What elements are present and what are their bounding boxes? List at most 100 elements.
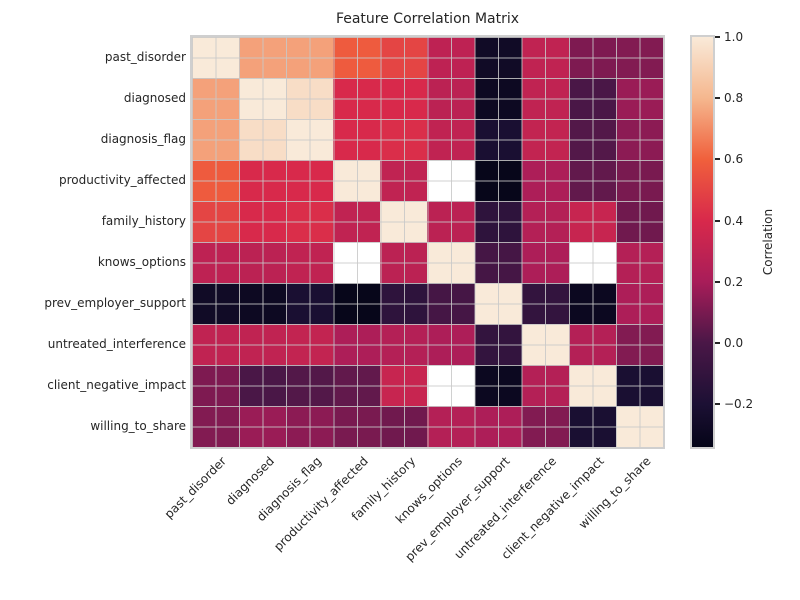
colorbar-tick-mark [715,36,720,38]
heatmap-cell [568,160,616,201]
heatmap-cell [615,324,663,365]
heatmap-cell [192,160,240,201]
heatmap-cell [568,37,616,78]
heatmap-cell [239,406,287,447]
heatmap-cell [568,406,616,447]
heatmap-cell [239,242,287,283]
heatmap-cell [286,242,334,283]
heatmap-cell [192,119,240,160]
chart-title: Feature Correlation Matrix [335,11,520,27]
heatmap-cell [521,406,569,447]
heatmap-cell [615,283,663,324]
colorbar-label: Correlation [761,208,775,276]
heatmap-cell [333,365,381,406]
heatmap-cell [380,160,428,201]
heatmap-cell [239,119,287,160]
heatmap-cell [380,324,428,365]
colorbar [690,35,715,449]
colorbar-tick-label: −0.2 [724,397,754,412]
heatmap-cell [192,242,240,283]
heatmap-cell [286,37,334,78]
y-tick-label: family_history [101,213,186,228]
heatmap-cell [286,283,334,324]
heatmap-cell [380,201,428,242]
heatmap-cell [380,406,428,447]
heatmap-cell [568,242,616,283]
heatmap-cell [615,160,663,201]
heatmap-cell [239,201,287,242]
colorbar-tick-mark [715,158,720,161]
heatmap-cell [380,119,428,160]
heatmap-cell [427,160,475,201]
colorbar-tick-mark [715,403,720,406]
heatmap-cell [427,119,475,160]
heatmap-cell [192,365,240,406]
colorbar-tick-label: 1.0 [724,30,744,44]
colorbar-tick-mark [715,219,720,222]
colorbar-tick-label: 0.0 [724,335,744,350]
heatmap-cell [192,37,240,78]
heatmap-cell [286,365,334,406]
y-tick-label: past_disorder [104,49,186,64]
heatmap-cell [474,242,522,283]
heatmap-cell [615,37,663,78]
heatmap-cell [333,160,381,201]
heatmap-cell [380,242,428,283]
y-tick-label: prev_employer_support [44,295,186,310]
heatmap-cell [521,283,569,324]
colorbar-tick-label: 0.6 [724,152,744,167]
y-tick-label: client_negative_impact [47,377,186,392]
heatmap-cell [192,324,240,365]
heatmap-cell [568,78,616,119]
colorbar-tick-label: 0.8 [724,91,744,106]
heatmap [190,35,665,449]
heatmap-cell [333,406,381,447]
heatmap-cell [474,324,522,365]
heatmap-cell [427,365,475,406]
heatmap-cell [333,283,381,324]
heatmap-cell [192,201,240,242]
heatmap-cell [380,78,428,119]
heatmap-cell [568,365,616,406]
heatmap-cell [615,365,663,406]
heatmap-cell [521,324,569,365]
heatmap-cell [474,365,522,406]
heatmap-cell [568,283,616,324]
heatmap-cell [239,283,287,324]
heatmap-cell [521,78,569,119]
heatmap-cell [239,37,287,78]
heatmap-cell [427,201,475,242]
heatmap-cell [615,406,663,447]
heatmap-cell [380,283,428,324]
heatmap-cell [427,242,475,283]
heatmap-cell [615,78,663,119]
heatmap-cell [521,37,569,78]
heatmap-cell [427,283,475,324]
heatmap-cell [474,283,522,324]
heatmap-cell [286,160,334,201]
heatmap-cell [568,324,616,365]
heatmap-cell [333,201,381,242]
heatmap-cell [192,406,240,447]
x-tick-label: past_disorder [162,454,230,522]
heatmap-cell [333,78,381,119]
heatmap-cell [427,324,475,365]
y-tick-label: untreated_interference [47,336,186,351]
heatmap-cell [521,242,569,283]
heatmap-cell [568,119,616,160]
heatmap-cell [239,365,287,406]
heatmap-cell [474,119,522,160]
colorbar-tick-mark [715,280,720,283]
heatmap-cell [380,365,428,406]
heatmap-cell [568,201,616,242]
y-tick-label: diagnosis_flag [100,131,186,146]
heatmap-cell [333,242,381,283]
heatmap-cell [474,160,522,201]
y-tick-label: diagnosed [123,90,186,105]
heatmap-cell [286,78,334,119]
heatmap-cell [239,324,287,365]
heatmap-cell [286,119,334,160]
heatmap-cell [239,160,287,201]
heatmap-cell [521,365,569,406]
